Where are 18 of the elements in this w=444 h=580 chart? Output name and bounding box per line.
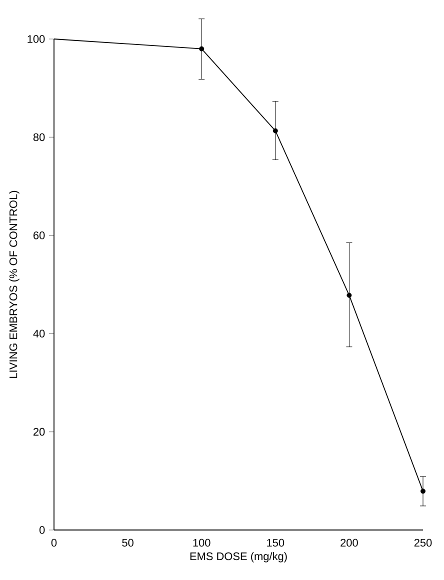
y-tick-label: 80 bbox=[33, 133, 45, 142]
y-tick-label: 60 bbox=[34, 232, 45, 240]
x-tick-label: 150 bbox=[267, 538, 284, 547]
x-tick-label: 0 bbox=[51, 538, 57, 547]
y-tick-label: 0 bbox=[39, 526, 45, 534]
x-tick-label: 250 bbox=[414, 538, 432, 547]
point bbox=[346, 292, 352, 298]
y-tick-label: 100 bbox=[28, 35, 45, 43]
point bbox=[272, 128, 278, 134]
point bbox=[199, 46, 204, 52]
x-tick-label: 50 bbox=[122, 538, 134, 547]
x-tick-label: 200 bbox=[340, 538, 358, 547]
y-tick-label: 20 bbox=[34, 428, 45, 436]
x-tick-label: 100 bbox=[193, 538, 210, 547]
point bbox=[420, 488, 426, 494]
x-axis-title: EMS DOSE (mg/kg) bbox=[190, 552, 287, 562]
y-axis-title: LIVING EMBRYOS (% OF CONTROL) bbox=[9, 190, 20, 378]
y-tick-label: 40 bbox=[33, 330, 45, 338]
